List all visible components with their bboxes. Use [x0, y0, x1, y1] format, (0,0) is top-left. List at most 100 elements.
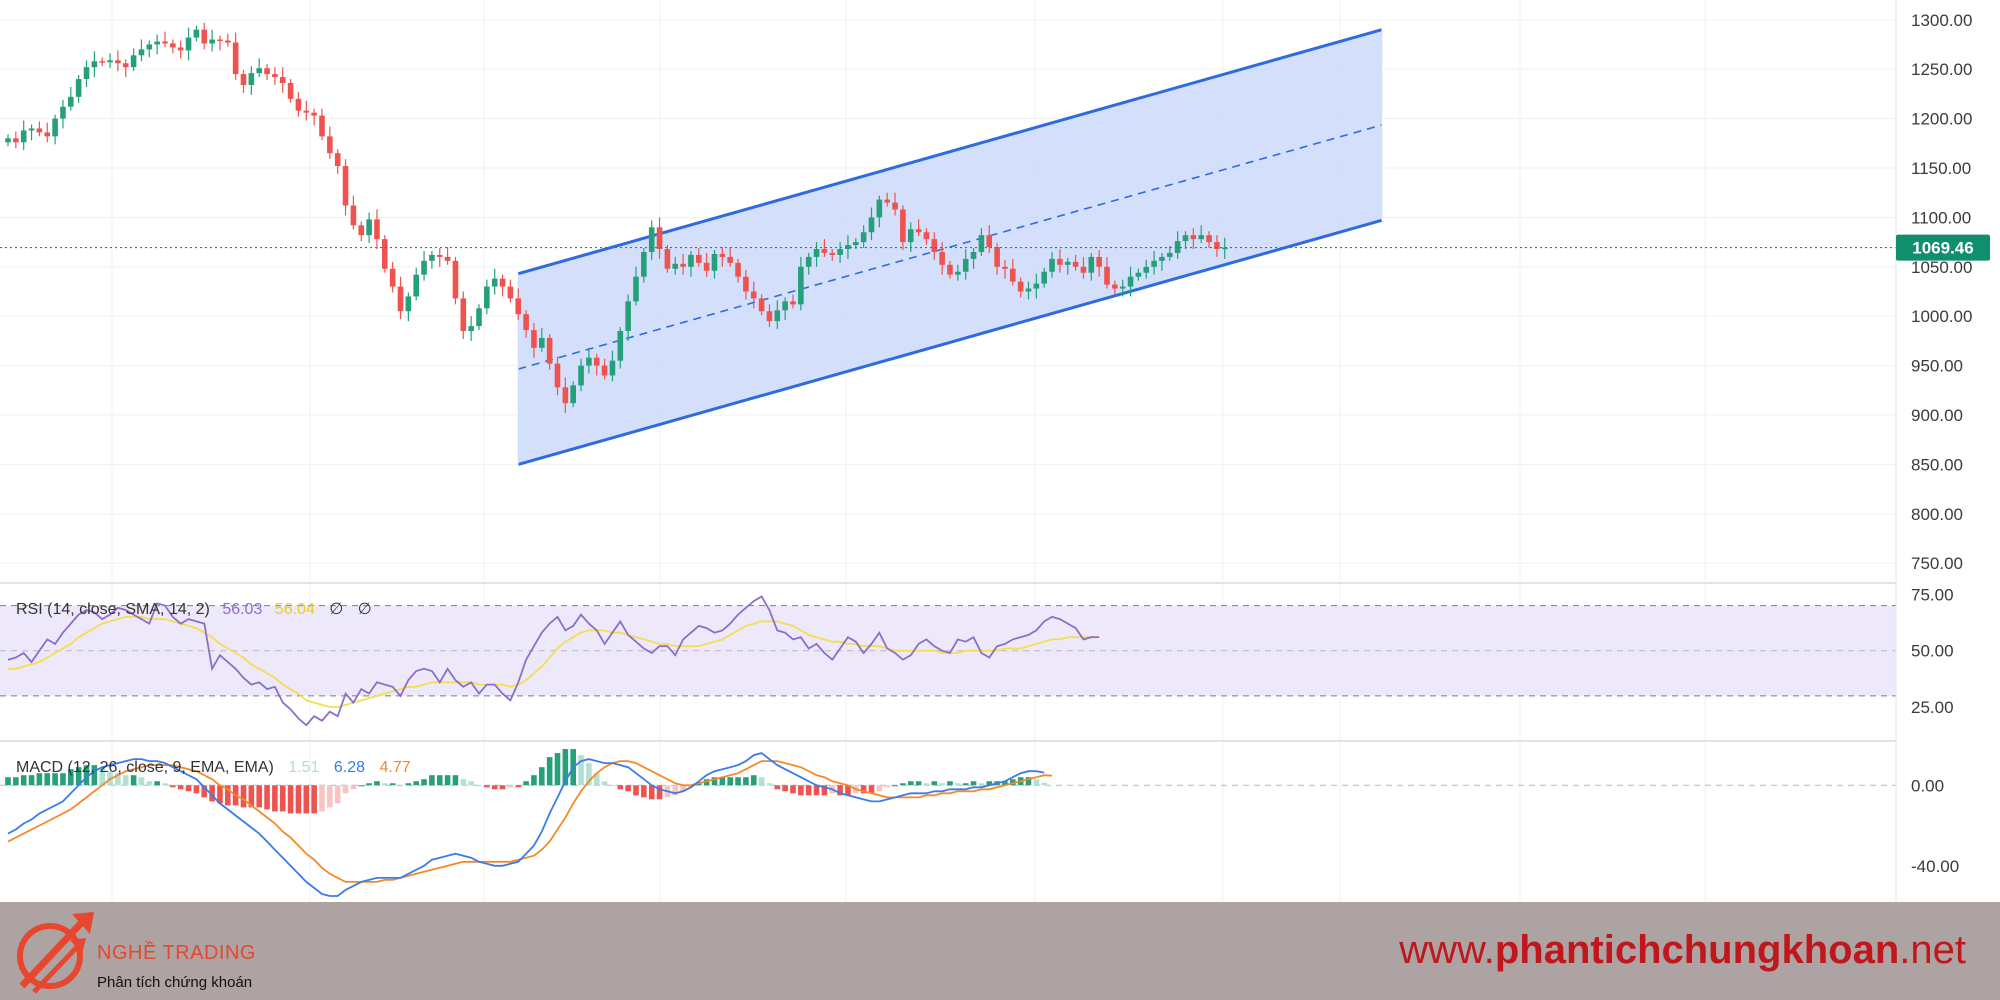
candle	[44, 122, 51, 143]
candle-body	[931, 239, 938, 252]
candle	[366, 212, 372, 244]
candle	[664, 245, 671, 273]
candle	[1182, 231, 1189, 250]
macd-histogram-bar	[83, 765, 90, 786]
candle-body	[1064, 261, 1071, 265]
macd-histogram-bar	[468, 781, 474, 786]
price-tick-label: 800.00	[1911, 505, 1963, 524]
macd-histogram-bar	[633, 785, 639, 796]
macd-histogram-bar	[892, 785, 898, 787]
macd-histogram-bar	[703, 779, 710, 786]
candle	[342, 159, 349, 216]
rsi-legend-sma-value: 56.04	[275, 601, 315, 618]
candle	[711, 249, 718, 279]
macd-signal-line	[7, 760, 1053, 883]
candle-body	[460, 298, 467, 332]
candle-body	[484, 286, 490, 309]
macd-histogram-bar	[460, 779, 467, 786]
macd-histogram-bar	[154, 781, 160, 786]
candle-body	[1182, 235, 1189, 242]
candle-body	[782, 301, 788, 311]
macd-histogram-bar	[672, 785, 679, 796]
macd-histogram-bar	[162, 783, 168, 786]
candle	[405, 292, 412, 322]
brand-tagline: Phân tích chứng khoán	[97, 974, 253, 991]
candle	[939, 242, 945, 275]
candle-body	[1143, 266, 1150, 273]
macd-histogram-bar	[782, 785, 788, 792]
candle	[327, 126, 333, 160]
candle	[382, 235, 388, 273]
candle-body	[83, 67, 90, 80]
macd-legend[interactable]: MACD (12, 26, close, 9, EMA, EMA) 1.51 6…	[16, 759, 411, 776]
candle-body	[539, 337, 545, 348]
candle-body	[1151, 260, 1157, 267]
rsi-legend[interactable]: RSI (14, close, SMA, 14, 2) 56.03 56.04 …	[16, 601, 372, 618]
macd-histogram-bar	[625, 785, 631, 792]
price-tick-label: 1000.00	[1911, 307, 1972, 326]
candle	[884, 192, 890, 207]
candle	[36, 121, 43, 137]
candle	[201, 22, 208, 50]
price-axis[interactable]: 1300.00 1250.00 1200.00 1150.00 1100.00 1050.…	[1911, 11, 1972, 876]
candle	[743, 269, 749, 300]
candle-body	[185, 37, 192, 51]
macd-histogram-bar	[680, 785, 686, 792]
candle	[962, 249, 969, 280]
candle-body	[1057, 258, 1063, 265]
candle-body	[743, 276, 749, 292]
candle-body	[193, 29, 200, 38]
candle-body	[209, 39, 215, 44]
rsi-tick-label: 25.00	[1911, 698, 1954, 717]
macd-histogram-bar	[499, 785, 506, 790]
candle	[727, 247, 733, 267]
macd-histogram-bar	[696, 783, 702, 786]
candle	[593, 353, 600, 376]
candle-body	[586, 357, 592, 366]
candle	[1119, 279, 1126, 297]
candle-body	[429, 254, 435, 261]
candle	[601, 358, 608, 380]
macd-histogram-bar	[319, 785, 325, 812]
macd-histogram-bar	[185, 785, 192, 792]
macd-histogram-bar	[311, 785, 317, 814]
macd-histogram-bar	[947, 781, 953, 786]
website-link[interactable]: www.phantichchungkhoan.net	[1399, 928, 1966, 973]
candle-body	[915, 229, 922, 233]
candle	[68, 86, 74, 111]
candle-body	[962, 258, 969, 272]
candle	[868, 207, 875, 241]
candle	[1112, 280, 1118, 295]
candle-body	[923, 232, 930, 240]
macd-histogram-bar	[884, 785, 890, 788]
candle-body	[1159, 256, 1165, 261]
candle	[1198, 225, 1204, 244]
candle	[217, 35, 223, 51]
macd-histogram-bar	[484, 785, 490, 788]
candle-body	[162, 41, 168, 44]
candle-body	[1190, 235, 1197, 240]
candle	[452, 256, 459, 305]
candle	[1221, 237, 1228, 259]
candle	[83, 60, 90, 87]
candle	[122, 59, 129, 78]
macd-histogram-bar	[60, 773, 66, 786]
candle	[1017, 277, 1024, 298]
candle-body	[1206, 235, 1212, 243]
candle-body	[617, 331, 624, 361]
macd-histogram-bar	[491, 785, 498, 790]
rsi-legend-value: 56.03	[222, 601, 262, 618]
macd-histogram-bar	[146, 781, 153, 786]
candle	[429, 250, 435, 269]
candle	[758, 294, 765, 316]
candle-body	[311, 112, 317, 116]
candle-body	[138, 49, 145, 56]
macd-line	[7, 752, 1045, 897]
candle-body	[829, 252, 836, 255]
macd-histogram-bar	[805, 785, 812, 796]
macd-histogram-bar	[44, 773, 51, 786]
candle	[476, 304, 482, 331]
candle-body	[696, 254, 702, 263]
macd-histogram-bar	[515, 785, 522, 788]
